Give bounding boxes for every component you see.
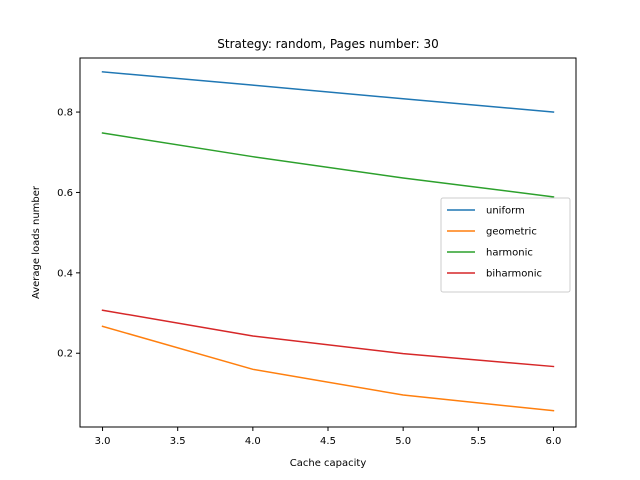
legend-label-harmonic: harmonic bbox=[486, 248, 533, 259]
y-tick-label: 0.6 bbox=[57, 188, 73, 199]
chart-title: Strategy: random, Pages number: 30 bbox=[217, 37, 438, 51]
legend: uniform geometric harmonic biharmonic bbox=[440, 197, 571, 293]
series-line-biharmonic bbox=[101, 309, 555, 368]
x-tick-label: 4.5 bbox=[320, 436, 336, 447]
y-axis: 0.2 0.4 0.6 0.8 bbox=[57, 108, 80, 360]
x-tick-label: 3.5 bbox=[170, 436, 186, 447]
x-tick-label: 4.0 bbox=[245, 436, 261, 447]
legend-label-biharmonic: biharmonic bbox=[486, 269, 542, 280]
x-tick-label: 3.0 bbox=[95, 436, 111, 447]
y-axis-label: Average loads number bbox=[31, 185, 42, 299]
y-tick-label: 0.4 bbox=[57, 268, 73, 279]
series-line-harmonic bbox=[101, 132, 555, 198]
x-axis-label: Cache capacity bbox=[290, 458, 367, 469]
legend-label-uniform: uniform bbox=[486, 206, 525, 217]
x-tick-label: 5.5 bbox=[470, 436, 486, 447]
y-tick-label: 0.2 bbox=[57, 349, 73, 360]
series-line-geometric bbox=[101, 325, 555, 412]
legend-box bbox=[440, 197, 571, 293]
x-tick-label: 6.0 bbox=[546, 436, 562, 447]
series-line-uniform bbox=[101, 71, 555, 113]
x-axis: 3.0 3.5 4.0 4.5 5.0 5.5 6.0 bbox=[95, 427, 562, 447]
y-tick-label: 0.8 bbox=[57, 108, 73, 119]
legend-label-geometric: geometric bbox=[486, 227, 537, 238]
plot-lines bbox=[101, 71, 555, 412]
x-tick-label: 5.0 bbox=[395, 436, 411, 447]
